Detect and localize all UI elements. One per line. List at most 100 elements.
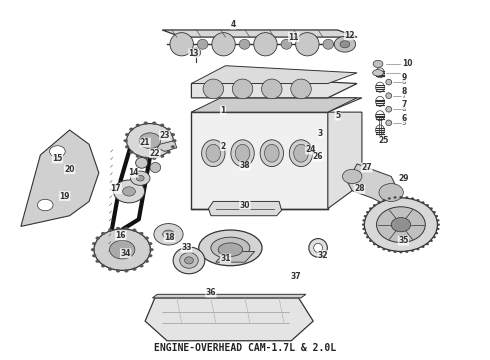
Circle shape [366, 236, 369, 238]
Text: 21: 21 [140, 138, 150, 147]
Circle shape [126, 123, 173, 158]
Text: 7: 7 [402, 100, 407, 109]
Circle shape [92, 242, 96, 245]
Circle shape [364, 232, 367, 234]
Circle shape [132, 229, 136, 231]
Text: 4: 4 [230, 20, 235, 29]
Circle shape [433, 211, 436, 213]
Ellipse shape [232, 79, 253, 99]
Text: 16: 16 [116, 231, 126, 240]
Circle shape [154, 224, 183, 245]
Circle shape [110, 240, 135, 259]
Circle shape [149, 248, 153, 251]
Circle shape [376, 207, 425, 243]
Ellipse shape [136, 157, 148, 168]
Text: 28: 28 [354, 184, 365, 193]
Ellipse shape [211, 237, 250, 258]
Circle shape [108, 268, 112, 271]
Text: 6: 6 [402, 79, 406, 85]
Ellipse shape [192, 48, 201, 57]
Circle shape [363, 228, 366, 230]
Circle shape [116, 227, 120, 230]
Ellipse shape [206, 144, 220, 162]
Text: 33: 33 [181, 243, 192, 252]
Circle shape [377, 246, 380, 248]
Polygon shape [192, 98, 362, 112]
Ellipse shape [262, 79, 282, 99]
Circle shape [430, 207, 433, 210]
Text: 15: 15 [52, 154, 63, 163]
Circle shape [365, 198, 438, 251]
Circle shape [167, 151, 171, 154]
Circle shape [433, 236, 436, 238]
Text: 30: 30 [240, 201, 250, 210]
Ellipse shape [265, 144, 279, 162]
Text: 26: 26 [313, 152, 323, 161]
Circle shape [435, 232, 438, 234]
Ellipse shape [323, 39, 334, 49]
Circle shape [171, 133, 175, 136]
Circle shape [435, 215, 438, 217]
Ellipse shape [373, 69, 383, 76]
Ellipse shape [314, 243, 322, 252]
Ellipse shape [235, 144, 250, 162]
Circle shape [405, 251, 408, 253]
Ellipse shape [239, 39, 250, 49]
Circle shape [148, 254, 152, 257]
Circle shape [373, 243, 376, 245]
Ellipse shape [254, 33, 277, 56]
Circle shape [122, 187, 135, 196]
Circle shape [145, 237, 149, 239]
Circle shape [116, 269, 120, 272]
Text: 24: 24 [306, 145, 316, 154]
Text: 14: 14 [128, 168, 138, 177]
Polygon shape [216, 251, 255, 262]
Polygon shape [157, 141, 177, 152]
Circle shape [393, 251, 396, 253]
Circle shape [129, 151, 133, 154]
Circle shape [377, 201, 380, 203]
Circle shape [430, 240, 433, 242]
Circle shape [140, 232, 143, 235]
Circle shape [96, 237, 99, 239]
Circle shape [129, 128, 133, 131]
Circle shape [405, 197, 408, 199]
Ellipse shape [197, 39, 208, 49]
Circle shape [369, 240, 372, 242]
Ellipse shape [281, 39, 292, 49]
Text: 12: 12 [344, 31, 355, 40]
Circle shape [416, 199, 419, 201]
Circle shape [114, 180, 145, 203]
Text: 35: 35 [398, 236, 409, 245]
Circle shape [49, 146, 65, 157]
Text: 8: 8 [402, 86, 407, 95]
Polygon shape [162, 30, 357, 37]
Circle shape [382, 248, 385, 250]
Text: 20: 20 [64, 165, 75, 174]
Circle shape [171, 145, 175, 148]
Circle shape [364, 215, 367, 217]
Circle shape [94, 229, 150, 270]
Text: 22: 22 [149, 149, 160, 158]
Ellipse shape [386, 93, 392, 99]
Circle shape [437, 219, 440, 221]
Ellipse shape [309, 239, 327, 257]
Polygon shape [328, 112, 362, 208]
Text: 37: 37 [291, 272, 301, 281]
Circle shape [373, 204, 376, 206]
Circle shape [123, 139, 127, 142]
Circle shape [136, 124, 140, 127]
Circle shape [343, 169, 362, 184]
Text: ENGINE-OVERHEAD CAM-1.7L & 2.0L: ENGINE-OVERHEAD CAM-1.7L & 2.0L [154, 343, 336, 353]
Text: 5: 5 [335, 111, 340, 120]
Ellipse shape [373, 60, 383, 67]
Ellipse shape [180, 252, 198, 268]
Text: 9: 9 [402, 120, 406, 126]
Text: 29: 29 [398, 174, 409, 183]
Circle shape [101, 232, 105, 235]
Ellipse shape [170, 33, 194, 56]
Circle shape [130, 171, 150, 185]
Circle shape [148, 242, 152, 245]
Circle shape [125, 133, 129, 136]
Circle shape [152, 157, 156, 160]
